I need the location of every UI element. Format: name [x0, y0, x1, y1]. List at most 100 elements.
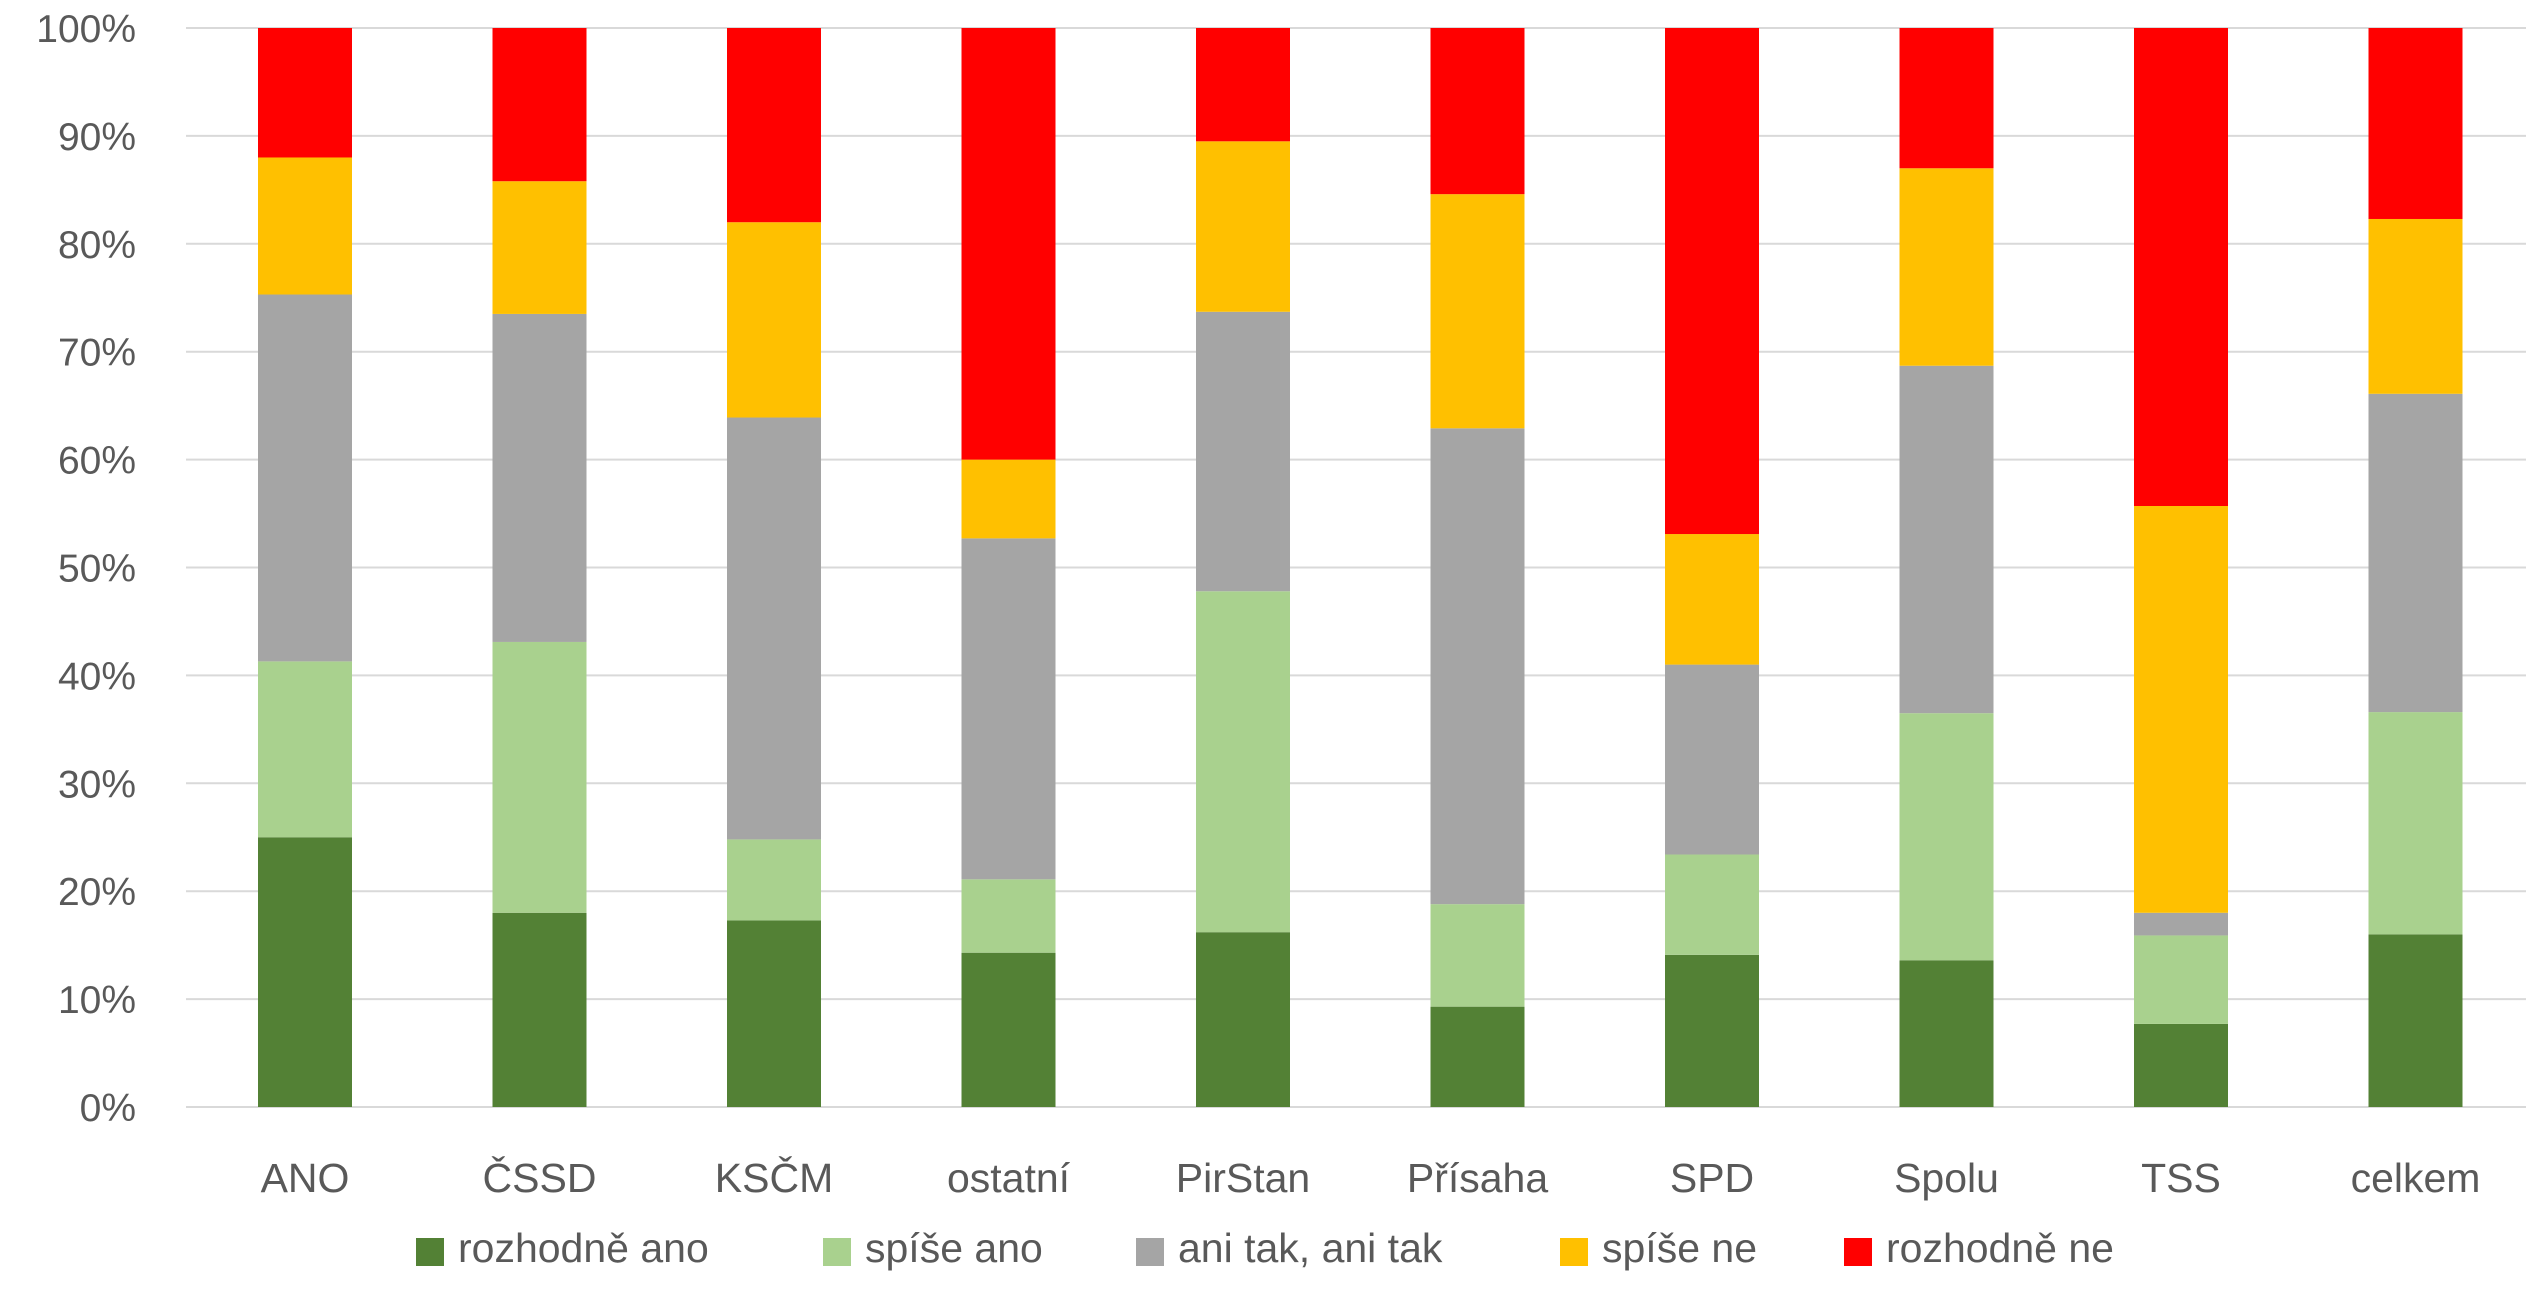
- y-tick-label: 30%: [58, 763, 136, 806]
- bar-stack: [1899, 28, 1994, 1107]
- bar-segment: [1196, 932, 1290, 1107]
- legend-swatch: [823, 1238, 851, 1266]
- bar-segment: [1899, 168, 1994, 366]
- bar-segment: [1430, 1006, 1525, 1107]
- bar-segment: [727, 417, 821, 840]
- bar-segment: [258, 837, 352, 1107]
- bar-segment: [727, 222, 821, 418]
- bar-segment: [1665, 534, 1759, 665]
- bar-stack: [2368, 28, 2463, 1107]
- y-tick-label: 90%: [58, 116, 136, 159]
- y-tick-label: 70%: [58, 332, 136, 375]
- bar-segment: [1196, 311, 1290, 592]
- bar-segment: [2134, 1023, 2228, 1107]
- bar-segment: [492, 641, 587, 913]
- legend-item: rozhodně ne: [1844, 1225, 2114, 1271]
- bar-segment: [1196, 141, 1290, 312]
- bar-segment: [258, 157, 352, 295]
- legend-item: rozhodně ano: [416, 1225, 709, 1271]
- bar-segment: [1430, 428, 1525, 905]
- bar-segment: [1196, 591, 1290, 933]
- bar-segment: [1665, 854, 1759, 955]
- bar-segment: [961, 459, 1056, 539]
- bar-segment: [1899, 365, 1994, 714]
- bar-segment: [961, 952, 1056, 1107]
- legend-item: spíše ne: [1560, 1225, 1757, 1271]
- bar-segment: [1899, 713, 1994, 961]
- bar-segment: [961, 28, 1056, 460]
- legend-label: rozhodně ano: [458, 1225, 709, 1271]
- bar-segment: [1196, 28, 1290, 142]
- x-category-label: ČSSD: [483, 1155, 597, 1201]
- bar-segment: [1430, 28, 1525, 195]
- bar-segment: [492, 912, 587, 1107]
- legend: rozhodně ano spíše ano ani tak, ani tak spí…: [416, 1225, 2114, 1271]
- y-tick-label: 0%: [80, 1087, 136, 1130]
- bar-segment: [2368, 218, 2463, 394]
- bar-segment: [2134, 935, 2228, 1024]
- bar-segment: [492, 28, 587, 182]
- bar-segment: [1665, 28, 1759, 535]
- bar-segment: [2368, 934, 2463, 1107]
- bar-segment: [1665, 664, 1759, 855]
- bar-segment: [258, 661, 352, 838]
- bar-stack: [492, 28, 587, 1107]
- x-category-label: Přísaha: [1407, 1155, 1548, 1201]
- bar-segment: [1665, 954, 1759, 1107]
- bar-segment: [2368, 712, 2463, 935]
- bar-segment: [1430, 194, 1525, 429]
- x-axis-category-labels: ANO ČSSD KSČM ostatní PirStan Přísaha SPD Spolu…: [261, 1155, 2481, 1201]
- bar-segment: [1430, 904, 1525, 1007]
- x-category-label: celkem: [2351, 1155, 2481, 1201]
- bar-segment: [492, 181, 587, 314]
- y-tick-label: 60%: [58, 440, 136, 483]
- bar-stack: [1196, 28, 1290, 1107]
- y-axis-tick-labels: 0% 10% 20% 30% 40% 50% 60% 70% 80% 90% 100%: [36, 8, 136, 1130]
- bars: [258, 28, 2463, 1107]
- bar-segment: [961, 879, 1056, 953]
- bar-stack: [258, 28, 352, 1107]
- y-tick-label: 100%: [36, 8, 136, 51]
- bar-segment: [2134, 505, 2228, 913]
- legend-swatch: [1136, 1238, 1164, 1266]
- bar-segment: [2134, 912, 2228, 936]
- legend-item: spíše ano: [823, 1225, 1043, 1271]
- y-tick-label: 80%: [58, 224, 136, 267]
- legend-item: ani tak, ani tak: [1136, 1225, 1443, 1271]
- legend-label: spíše ano: [865, 1225, 1043, 1271]
- bar-segment: [258, 294, 352, 662]
- bar-segment: [2134, 28, 2228, 506]
- bar-segment: [2368, 28, 2463, 219]
- legend-swatch: [1844, 1238, 1872, 1266]
- x-category-label: KSČM: [715, 1155, 833, 1201]
- x-category-label: ostatní: [947, 1155, 1071, 1201]
- bar-segment: [961, 538, 1056, 880]
- bar-stack: [1430, 28, 1525, 1107]
- bar-stack: [727, 28, 821, 1107]
- legend-label: rozhodně ne: [1886, 1225, 2114, 1271]
- x-category-label: PirStan: [1176, 1155, 1310, 1201]
- bar-segment: [727, 920, 821, 1107]
- bar-segment: [727, 839, 821, 921]
- legend-label: spíše ne: [1602, 1225, 1757, 1271]
- bar-segment: [727, 28, 821, 223]
- bar-stack: [1665, 28, 1759, 1107]
- x-category-label: SPD: [1670, 1155, 1754, 1201]
- bar-segment: [258, 28, 352, 158]
- x-category-label: Spolu: [1894, 1155, 1999, 1201]
- bar-segment: [492, 313, 587, 642]
- bar-stack: [2134, 28, 2228, 1107]
- y-tick-label: 50%: [58, 548, 136, 591]
- x-category-label: ANO: [261, 1155, 350, 1201]
- legend-swatch: [1560, 1238, 1588, 1266]
- y-tick-label: 10%: [58, 979, 136, 1022]
- bar-stack: [961, 28, 1056, 1107]
- bar-segment: [1899, 960, 1994, 1107]
- y-tick-label: 20%: [58, 871, 136, 914]
- legend-swatch: [416, 1238, 444, 1266]
- bar-segment: [2368, 393, 2463, 713]
- y-tick-label: 40%: [58, 655, 136, 698]
- legend-label: ani tak, ani tak: [1178, 1225, 1443, 1271]
